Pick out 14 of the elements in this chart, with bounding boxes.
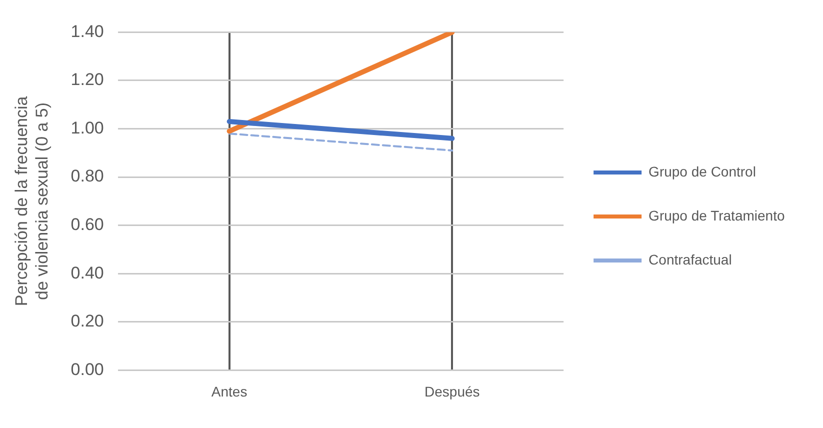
y-axis-title: Percepción de la frecuencia de violencia sexual (0 a 5) xyxy=(12,96,52,306)
y-tick-label: 0.40 xyxy=(70,263,104,282)
y-tick-label: 1.20 xyxy=(70,70,104,90)
y-tick-label: 1.40 xyxy=(70,22,104,41)
y-tick-label: 0.60 xyxy=(70,215,104,234)
y-tick-label: 0.80 xyxy=(70,166,104,186)
legend-label: Grupo de Tratamiento xyxy=(648,207,785,224)
y-tick-label: 0.20 xyxy=(70,312,104,331)
y-tick-label: 1.00 xyxy=(70,118,104,138)
legend-label: Contrafactual xyxy=(648,251,732,268)
x-tick-label: Después xyxy=(424,383,480,400)
x-tick-label: Antes xyxy=(211,383,248,400)
y-tick-label: 0.00 xyxy=(70,360,104,379)
legend-label: Grupo de Control xyxy=(648,163,756,180)
